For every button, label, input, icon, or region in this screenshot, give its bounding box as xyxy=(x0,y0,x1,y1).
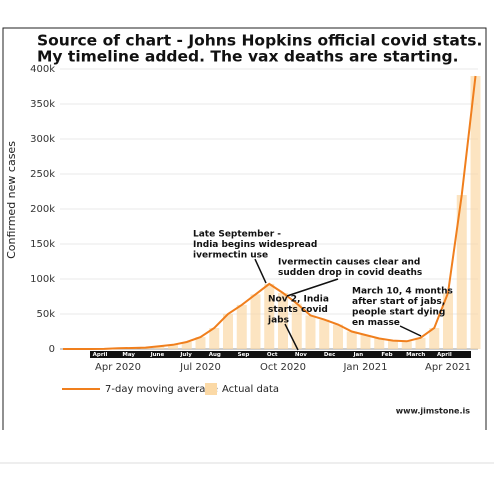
legend-swatch xyxy=(205,383,217,395)
y-tick-label: 150k xyxy=(30,239,55,250)
annotation: starts covid xyxy=(268,305,328,315)
month-label: April xyxy=(437,352,452,358)
legend-label: 7-day moving average xyxy=(105,384,218,395)
y-tick-label: 400k xyxy=(30,64,55,75)
chart-title: Source of chart - Johns Hopkins official… xyxy=(37,32,482,50)
bar xyxy=(195,337,206,349)
month-label: June xyxy=(150,352,165,358)
bar xyxy=(346,331,357,349)
month-label: Jan xyxy=(352,352,363,358)
annotation: people start dying xyxy=(352,308,445,318)
bar xyxy=(470,76,481,349)
annotation: Ivermectin causes clear and xyxy=(278,258,420,268)
annotation: Nov 2, India xyxy=(268,295,329,305)
line xyxy=(63,75,477,350)
legend-label: Actual data xyxy=(222,384,279,395)
annotation: ivermectin use xyxy=(193,251,268,261)
month-label: Sep xyxy=(238,352,250,358)
bar xyxy=(429,328,440,349)
y-tick-label: 350k xyxy=(30,99,55,110)
bar xyxy=(181,342,192,349)
month-label: May xyxy=(122,352,135,358)
y-axis-label: Confirmed new cases xyxy=(5,141,18,259)
bar xyxy=(209,328,220,349)
annotation: jabs xyxy=(267,316,289,326)
bar xyxy=(291,303,302,349)
bar xyxy=(223,314,233,349)
bar xyxy=(236,304,247,349)
annotation: March 10, 4 months xyxy=(352,287,453,297)
annotation: en masse xyxy=(352,318,400,328)
x-tick-label: Jul 2020 xyxy=(179,362,221,373)
bar xyxy=(401,341,412,349)
month-label: Dec xyxy=(324,352,336,358)
y-tick-label: 300k xyxy=(30,134,55,145)
month-label: April xyxy=(93,352,108,358)
annotation: India begins widespread xyxy=(193,240,317,250)
chart-title: My timeline added. The vax deaths are st… xyxy=(37,48,459,66)
annotation: sudden drop in covid deaths xyxy=(278,268,422,278)
annotation-arrow xyxy=(284,323,299,351)
y-tick-label: 250k xyxy=(30,169,55,180)
month-label: Aug xyxy=(209,352,221,358)
month-label: Nov xyxy=(295,352,307,358)
month-label: Oct xyxy=(267,352,278,358)
frame xyxy=(2,27,487,430)
bar xyxy=(443,293,453,349)
month-label: March xyxy=(406,352,425,358)
month-label: July xyxy=(179,352,192,358)
y-tick-label: 50k xyxy=(36,309,55,320)
annotation-arrow xyxy=(254,258,267,284)
annotation-arrow xyxy=(399,325,422,337)
y-tick-label: 0 xyxy=(49,344,55,355)
month-label: Feb xyxy=(381,352,392,358)
bar xyxy=(168,344,178,349)
bar xyxy=(388,340,398,349)
bar xyxy=(333,324,343,349)
bar xyxy=(360,335,371,349)
x-tick-label: Apr 2020 xyxy=(95,362,141,373)
bar xyxy=(278,293,288,349)
bar xyxy=(305,315,316,349)
bar xyxy=(154,346,165,349)
x-tick-label: Apr 2021 xyxy=(425,362,471,373)
bar xyxy=(374,338,385,349)
annotation: after start of jabs, xyxy=(352,297,445,307)
x-tick-label: Jan 2021 xyxy=(342,362,387,373)
month-strip xyxy=(90,351,471,358)
x-tick-label: Oct 2020 xyxy=(260,362,306,373)
source: www.jimstone.is xyxy=(396,407,471,416)
bar xyxy=(415,337,426,349)
bar xyxy=(250,294,261,349)
annotation: Late September - xyxy=(193,230,281,240)
bar xyxy=(319,319,330,349)
bar xyxy=(264,283,275,349)
bar xyxy=(456,195,467,349)
annotation-arrow xyxy=(286,278,339,297)
y-tick-label: 200k xyxy=(30,204,55,215)
y-tick-label: 100k xyxy=(30,274,55,285)
